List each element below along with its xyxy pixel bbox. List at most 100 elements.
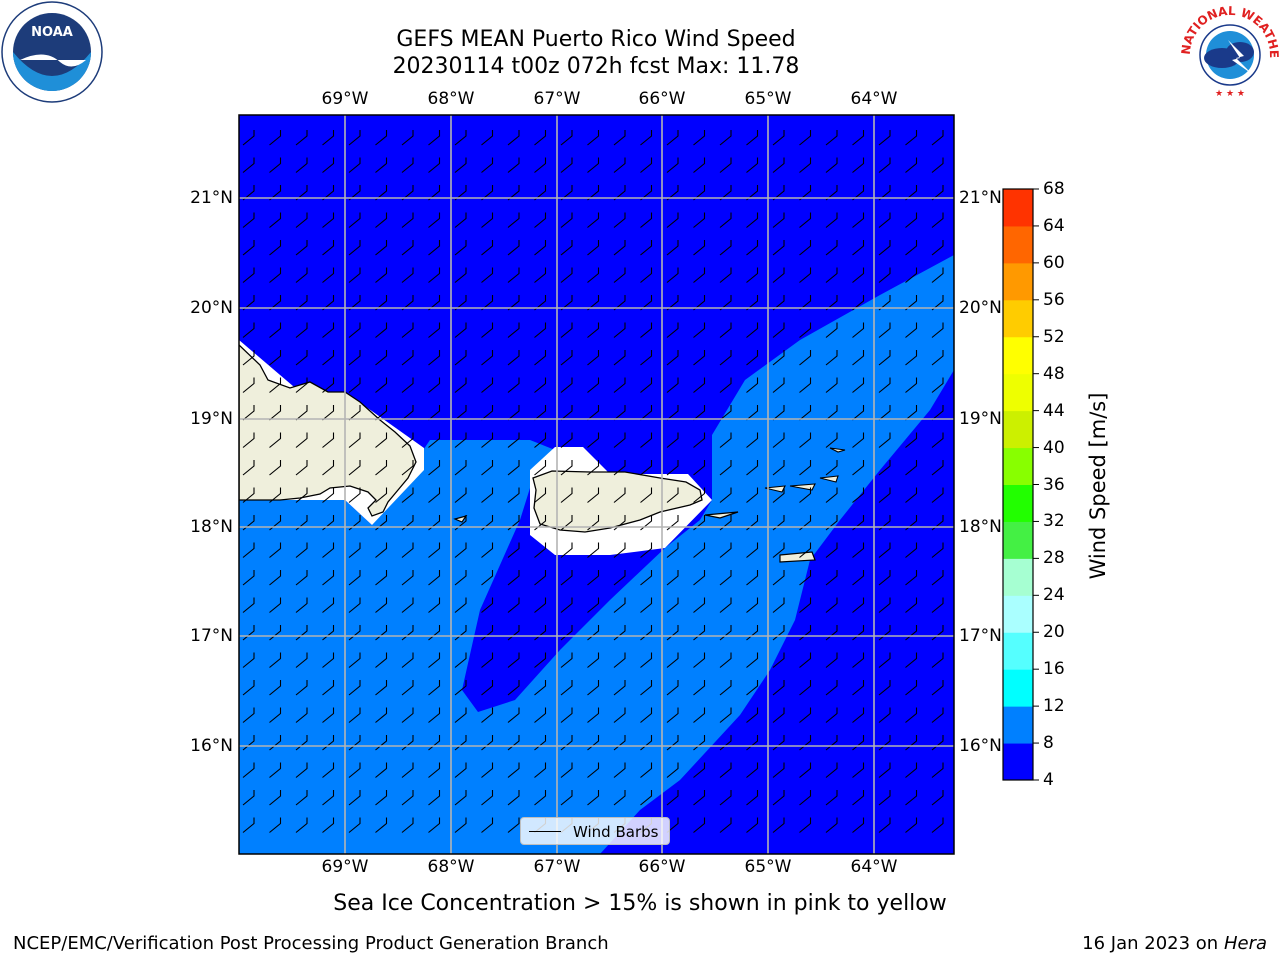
wind-barb xyxy=(613,487,626,503)
wind-barb xyxy=(878,350,891,366)
wind-barb xyxy=(322,212,335,228)
wind-barb xyxy=(587,762,600,778)
wind-barb xyxy=(534,185,547,201)
wind-barb xyxy=(375,542,388,558)
wind-barb xyxy=(428,185,441,201)
wind-barb xyxy=(481,762,494,778)
wind-barb xyxy=(852,570,865,586)
wind-barb xyxy=(375,130,388,146)
wind-barb xyxy=(507,295,520,311)
wind-barb xyxy=(825,405,838,421)
wind-barb xyxy=(825,790,838,806)
wind-barb xyxy=(799,735,812,751)
wind-barb xyxy=(905,625,918,641)
wind-barb xyxy=(560,570,573,586)
wind-barb xyxy=(640,707,653,723)
lat-label-left: 19°N xyxy=(190,409,233,429)
wind-barb xyxy=(454,432,467,448)
wind-barb xyxy=(348,377,361,393)
wind-barb xyxy=(666,625,679,641)
figure-subtitle: 20230114 t00z 072h fcst Max: 11.78 xyxy=(392,54,800,79)
wind-barb xyxy=(693,240,706,256)
wind-barb xyxy=(587,267,600,283)
wind-barb xyxy=(507,240,520,256)
wind-barb xyxy=(693,157,706,173)
wind-barb xyxy=(534,487,547,503)
wind-barb xyxy=(878,680,891,696)
wind-barb xyxy=(852,542,865,558)
wind-barb xyxy=(401,597,414,613)
wind-barb xyxy=(534,295,547,311)
colorbar-swatch xyxy=(1003,447,1033,485)
wind-barb xyxy=(428,625,441,641)
wind-barb xyxy=(905,377,918,393)
wind-barb xyxy=(587,295,600,311)
wind-barb xyxy=(640,350,653,366)
wind-barb xyxy=(666,240,679,256)
wind-barb xyxy=(269,377,282,393)
land-puerto-rico xyxy=(532,470,703,533)
wind-barb xyxy=(799,350,812,366)
wind-barb xyxy=(640,267,653,283)
wind-barb xyxy=(295,460,308,476)
wind-barb xyxy=(295,295,308,311)
wind-barb xyxy=(799,460,812,476)
wind-barb xyxy=(719,790,732,806)
wind-barb xyxy=(878,185,891,201)
wind-barb xyxy=(454,735,467,751)
wind-barb xyxy=(772,240,785,256)
wind-barb xyxy=(560,625,573,641)
wind-barb xyxy=(295,377,308,393)
wind-barb xyxy=(428,377,441,393)
wind-barb xyxy=(481,542,494,558)
date-host: Hera xyxy=(1223,933,1267,954)
wind-barb xyxy=(322,157,335,173)
wind-barb xyxy=(799,130,812,146)
wind-barb xyxy=(481,130,494,146)
wind-barb xyxy=(693,680,706,696)
wind-barb xyxy=(269,267,282,283)
lat-label-left: 17°N xyxy=(190,626,233,646)
wind-barb xyxy=(560,377,573,393)
wind-barb xyxy=(534,377,547,393)
wind-barb xyxy=(719,322,732,338)
wind-barb xyxy=(428,460,441,476)
wind-barb xyxy=(428,295,441,311)
wind-barb xyxy=(852,817,865,833)
wind-barb xyxy=(931,487,944,503)
wind-barb xyxy=(613,680,626,696)
wind-barb xyxy=(666,735,679,751)
wind-barb xyxy=(852,185,865,201)
wind-barb xyxy=(772,652,785,668)
wind-barb xyxy=(481,295,494,311)
wind-barb xyxy=(375,790,388,806)
wind-barb xyxy=(931,597,944,613)
wind-barb xyxy=(587,405,600,421)
wind-barb xyxy=(719,735,732,751)
wind-barb xyxy=(269,322,282,338)
wind-barb xyxy=(269,240,282,256)
wind-barb xyxy=(560,460,573,476)
wind-barb xyxy=(534,405,547,421)
wind-barb xyxy=(852,652,865,668)
wind-barb xyxy=(799,487,812,503)
wind-barb xyxy=(825,185,838,201)
wind-barb xyxy=(666,185,679,201)
wind-barb xyxy=(375,295,388,311)
colorbar-swatch xyxy=(1003,189,1033,227)
wind-barb xyxy=(269,350,282,366)
wind-barb xyxy=(746,322,759,338)
wind-barb xyxy=(852,377,865,393)
colorbar-swatch xyxy=(1003,225,1033,264)
wind-barb xyxy=(905,130,918,146)
wind-barb xyxy=(613,240,626,256)
wind-barb xyxy=(719,460,732,476)
colorbar-swatch xyxy=(1003,595,1033,633)
wind-barb xyxy=(587,350,600,366)
wind-barb xyxy=(666,762,679,778)
wind-barb xyxy=(825,762,838,778)
wind-barb xyxy=(905,432,918,448)
wind-barb xyxy=(799,817,812,833)
wind-barb xyxy=(560,652,573,668)
colorbar-swatch xyxy=(1003,299,1033,338)
